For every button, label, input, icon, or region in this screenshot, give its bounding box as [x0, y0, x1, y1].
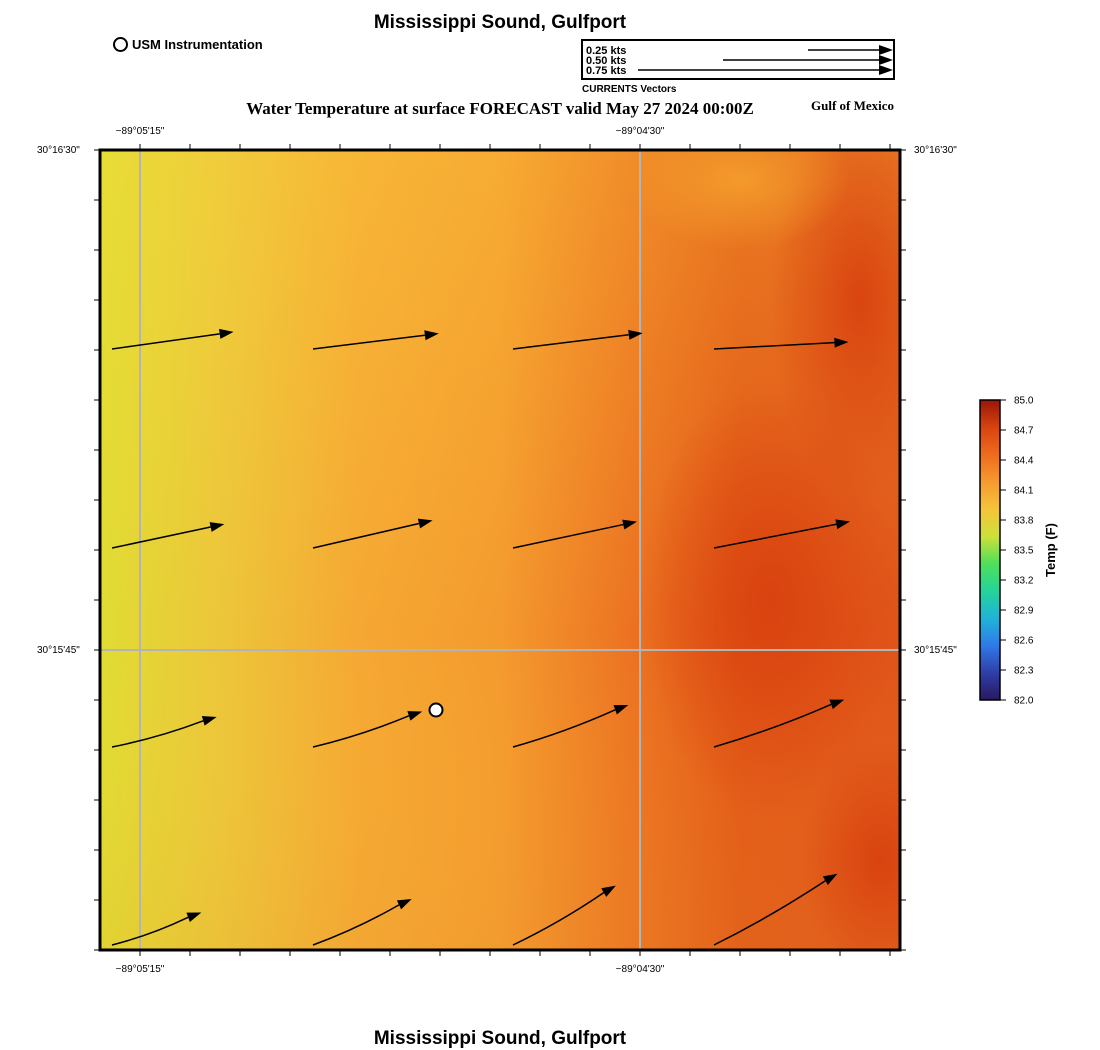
- colorbar-tick-label: 83.5: [1014, 546, 1034, 557]
- current-vector: [312, 711, 423, 748]
- current-vector: [312, 330, 439, 350]
- colorbar-tick-label: 84.4: [1014, 456, 1034, 467]
- graticule: [100, 150, 900, 950]
- current-vector: [713, 519, 851, 549]
- top-tick-label-1: −89°05'15": [115, 126, 165, 137]
- current-vector: [111, 328, 234, 350]
- current-vector: [111, 716, 217, 748]
- temperature-field: [100, 150, 900, 950]
- vector-legend-caption: CURRENTS Vectors: [582, 84, 677, 95]
- current-vector: [713, 337, 849, 350]
- right-tick-label-2: 30°15'45": [914, 645, 957, 656]
- current-vector: [312, 898, 412, 946]
- vector-legend-arrow: [808, 45, 893, 55]
- colorbar-tick-label: 84.1: [1014, 486, 1034, 497]
- map-subtitle: Water Temperature at surface FORECAST va…: [246, 99, 754, 118]
- open-circle-icon: [113, 37, 128, 52]
- current-vector: [111, 522, 225, 549]
- vector-legend-arrows: [638, 45, 893, 75]
- marker-legend-label: USM Instrumentation: [132, 37, 263, 52]
- colorbar-tick-label: 82.0: [1014, 696, 1034, 707]
- current-vector: [512, 519, 637, 549]
- colorbar-bar: [979, 399, 1001, 701]
- frame-ticks: [94, 144, 906, 956]
- current-vector: [512, 329, 643, 350]
- current-vector: [512, 705, 629, 748]
- colorbar-tick-label: 82.6: [1014, 636, 1034, 647]
- current-vector: [713, 699, 845, 748]
- usm-instrumentation-marker[interactable]: [428, 702, 444, 718]
- colorbar-tick-label: 85.0: [1014, 396, 1034, 407]
- colorbar: 85.0 84.7 84.4 84.1 83.8 83.5 83.2 82.9 82.6 82.3…: [979, 396, 1034, 707]
- marker-legend: USM Instrumentation: [113, 37, 263, 52]
- current-vector: [512, 885, 616, 946]
- vector-legend-label-3: 0.75 kts: [586, 65, 627, 77]
- colorbar-tick-label: 82.9: [1014, 606, 1034, 617]
- left-tick-label-1: 30°16'30": [37, 145, 80, 156]
- vector-legend-label-2: 0.50 kts: [586, 55, 627, 67]
- current-vector: [713, 873, 838, 946]
- region-label: Gulf of Mexico: [811, 98, 895, 113]
- colorbar-tick-label: 83.2: [1014, 576, 1034, 587]
- colorbar-tick-label: 84.7: [1014, 426, 1034, 437]
- colorbar-tick-label: 82.3: [1014, 666, 1034, 677]
- colorbar-ticks: 85.0 84.7 84.4 84.1 83.8 83.5 83.2 82.9 82.6 82.3…: [1000, 396, 1034, 707]
- vector-legend-arrow: [638, 65, 893, 75]
- vector-legend-label-1: 0.25 kts: [586, 45, 627, 57]
- colorbar-tick-label: 83.8: [1014, 516, 1034, 527]
- bottom-tick-label-2: −89°04'30": [615, 964, 665, 975]
- current-vectors: [111, 328, 851, 946]
- top-tick-label-2: −89°04'30": [615, 126, 665, 137]
- vector-legend-arrow: [723, 55, 893, 65]
- current-vector: [111, 912, 202, 946]
- right-tick-label-1: 30°16'30": [914, 145, 957, 156]
- footer-title: Mississippi Sound, Gulfport: [373, 1028, 627, 1049]
- map-title: Mississippi Sound, Gulfport: [373, 12, 627, 33]
- current-vector: [312, 518, 433, 549]
- bottom-tick-label-1: −89°05'15": [115, 964, 165, 975]
- colorbar-label: Temp (F): [1043, 523, 1058, 577]
- left-tick-label-2: 30°15'45": [37, 645, 80, 656]
